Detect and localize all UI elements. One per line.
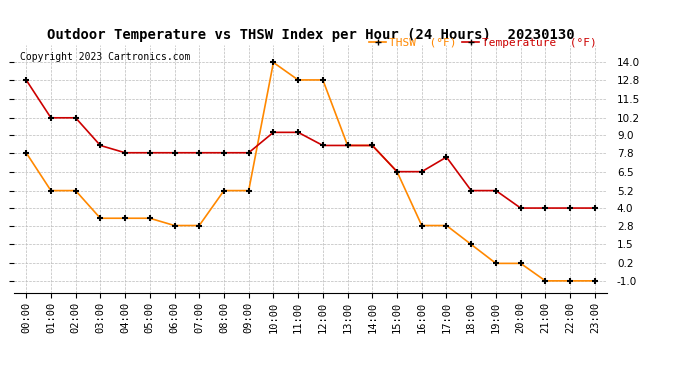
Text: Copyright 2023 Cartronics.com: Copyright 2023 Cartronics.com [20,53,190,62]
Legend: THSW  (°F), Temperature  (°F): THSW (°F), Temperature (°F) [365,33,602,52]
Title: Outdoor Temperature vs THSW Index per Hour (24 Hours)  20230130: Outdoor Temperature vs THSW Index per Ho… [47,28,574,42]
